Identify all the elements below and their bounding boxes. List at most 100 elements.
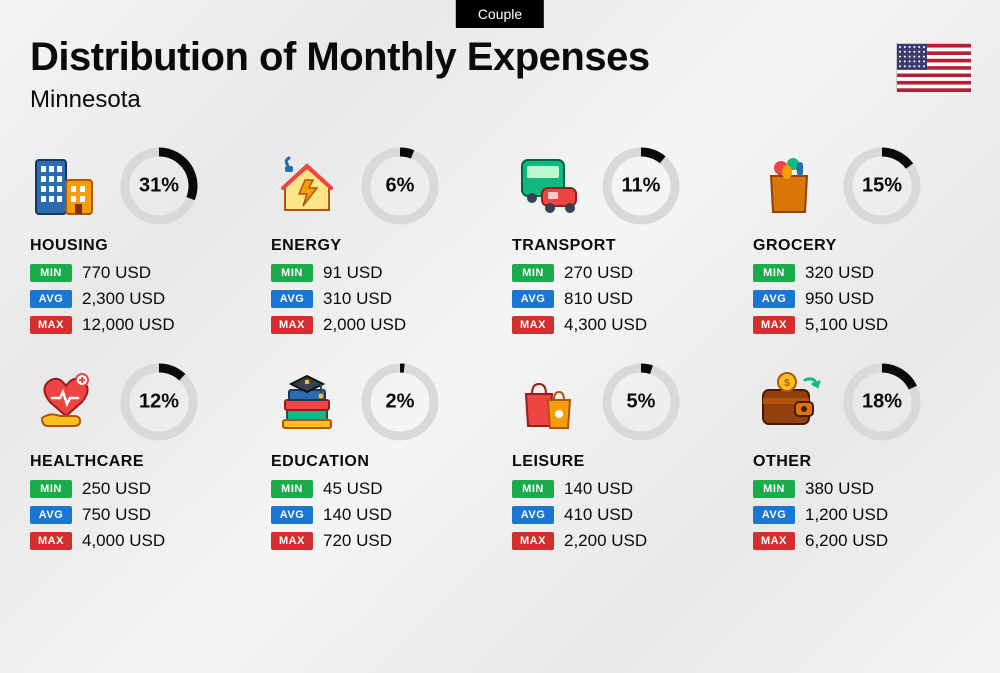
categories-grid: 31% HOUSING MIN 770 USD AVG 2,300 USD MA… [30, 145, 970, 557]
avg-badge: AVG [512, 506, 554, 524]
min-value: 380 USD [805, 479, 874, 499]
percentage-value: 18% [862, 391, 902, 414]
max-badge: MAX [271, 532, 313, 550]
category-name: OTHER [753, 453, 970, 471]
category-name: ENERGY [271, 237, 488, 255]
percentage-donut: 11% [600, 145, 682, 227]
avg-badge: AVG [271, 506, 313, 524]
avg-value: 140 USD [323, 505, 392, 525]
avg-badge: AVG [753, 506, 795, 524]
percentage-value: 5% [627, 391, 656, 414]
min-value: 770 USD [82, 263, 151, 283]
percentage-value: 12% [139, 391, 179, 414]
min-value: 140 USD [564, 479, 633, 499]
max-badge: MAX [30, 316, 72, 334]
avg-badge: AVG [512, 290, 554, 308]
min-badge: MIN [30, 264, 72, 282]
avg-value: 750 USD [82, 505, 151, 525]
min-row: MIN 45 USD [271, 479, 488, 499]
min-row: MIN 140 USD [512, 479, 729, 499]
bus-car-icon [512, 150, 584, 222]
max-row: MAX 2,000 USD [271, 315, 488, 335]
percentage-donut: 12% [118, 361, 200, 443]
max-row: MAX 12,000 USD [30, 315, 247, 335]
category-card-grocery: 15% GROCERY MIN 320 USD AVG 950 USD MAX … [753, 145, 970, 341]
percentage-value: 15% [862, 175, 902, 198]
avg-row: AVG 750 USD [30, 505, 247, 525]
percentage-donut: 5% [600, 361, 682, 443]
percentage-donut: 6% [359, 145, 441, 227]
percentage-donut: 15% [841, 145, 923, 227]
min-badge: MIN [753, 264, 795, 282]
max-row: MAX 4,000 USD [30, 531, 247, 551]
category-card-transport: 11% TRANSPORT MIN 270 USD AVG 810 USD MA… [512, 145, 729, 341]
avg-value: 410 USD [564, 505, 633, 525]
svg-text:$: $ [784, 378, 790, 389]
avg-badge: AVG [271, 290, 313, 308]
category-card-energy: 6% ENERGY MIN 91 USD AVG 310 USD MAX 2,0… [271, 145, 488, 341]
shopping-bags-icon [512, 366, 584, 438]
min-badge: MIN [512, 264, 554, 282]
avg-row: AVG 2,300 USD [30, 289, 247, 309]
percentage-donut: 31% [118, 145, 200, 227]
heart-hand-icon [30, 366, 102, 438]
max-value: 12,000 USD [82, 315, 175, 335]
min-value: 250 USD [82, 479, 151, 499]
max-badge: MAX [512, 532, 554, 550]
percentage-value: 6% [386, 175, 415, 198]
min-row: MIN 250 USD [30, 479, 247, 499]
avg-value: 810 USD [564, 289, 633, 309]
percentage-value: 11% [622, 175, 661, 198]
avg-badge: AVG [30, 290, 72, 308]
category-name: EDUCATION [271, 453, 488, 471]
category-name: HEALTHCARE [30, 453, 247, 471]
buildings-icon [30, 150, 102, 222]
avg-value: 310 USD [323, 289, 392, 309]
max-row: MAX 2,200 USD [512, 531, 729, 551]
avg-row: AVG 810 USD [512, 289, 729, 309]
min-row: MIN 320 USD [753, 263, 970, 283]
avg-badge: AVG [753, 290, 795, 308]
percentage-donut: 2% [359, 361, 441, 443]
avg-value: 2,300 USD [82, 289, 165, 309]
max-row: MAX 5,100 USD [753, 315, 970, 335]
max-value: 720 USD [323, 531, 392, 551]
max-row: MAX 720 USD [271, 531, 488, 551]
category-name: GROCERY [753, 237, 970, 255]
grad-books-icon [271, 366, 343, 438]
category-name: TRANSPORT [512, 237, 729, 255]
min-badge: MIN [512, 480, 554, 498]
avg-row: AVG 410 USD [512, 505, 729, 525]
max-value: 6,200 USD [805, 531, 888, 551]
wallet-icon: $ [753, 366, 825, 438]
max-value: 5,100 USD [805, 315, 888, 335]
percentage-value: 31% [139, 175, 179, 198]
max-value: 4,000 USD [82, 531, 165, 551]
energy-house-icon [271, 150, 343, 222]
max-badge: MAX [753, 532, 795, 550]
percentage-donut: 18% [841, 361, 923, 443]
avg-value: 1,200 USD [805, 505, 888, 525]
max-badge: MAX [30, 532, 72, 550]
min-value: 270 USD [564, 263, 633, 283]
category-name: HOUSING [30, 237, 247, 255]
min-value: 91 USD [323, 263, 383, 283]
region-subtitle: Minnesota [30, 86, 970, 114]
avg-row: AVG 1,200 USD [753, 505, 970, 525]
grocery-bag-icon [753, 150, 825, 222]
min-value: 45 USD [323, 479, 383, 499]
min-badge: MIN [271, 480, 313, 498]
max-badge: MAX [512, 316, 554, 334]
min-row: MIN 770 USD [30, 263, 247, 283]
us-flag-icon [896, 43, 970, 91]
max-value: 4,300 USD [564, 315, 647, 335]
avg-row: AVG 140 USD [271, 505, 488, 525]
header: Distribution of Monthly Expenses Minneso… [30, 35, 970, 114]
max-row: MAX 4,300 USD [512, 315, 729, 335]
page-title: Distribution of Monthly Expenses [30, 35, 970, 80]
category-card-healthcare: 12% HEALTHCARE MIN 250 USD AVG 750 USD M… [30, 361, 247, 557]
min-row: MIN 91 USD [271, 263, 488, 283]
avg-badge: AVG [30, 506, 72, 524]
avg-value: 950 USD [805, 289, 874, 309]
category-name: LEISURE [512, 453, 729, 471]
